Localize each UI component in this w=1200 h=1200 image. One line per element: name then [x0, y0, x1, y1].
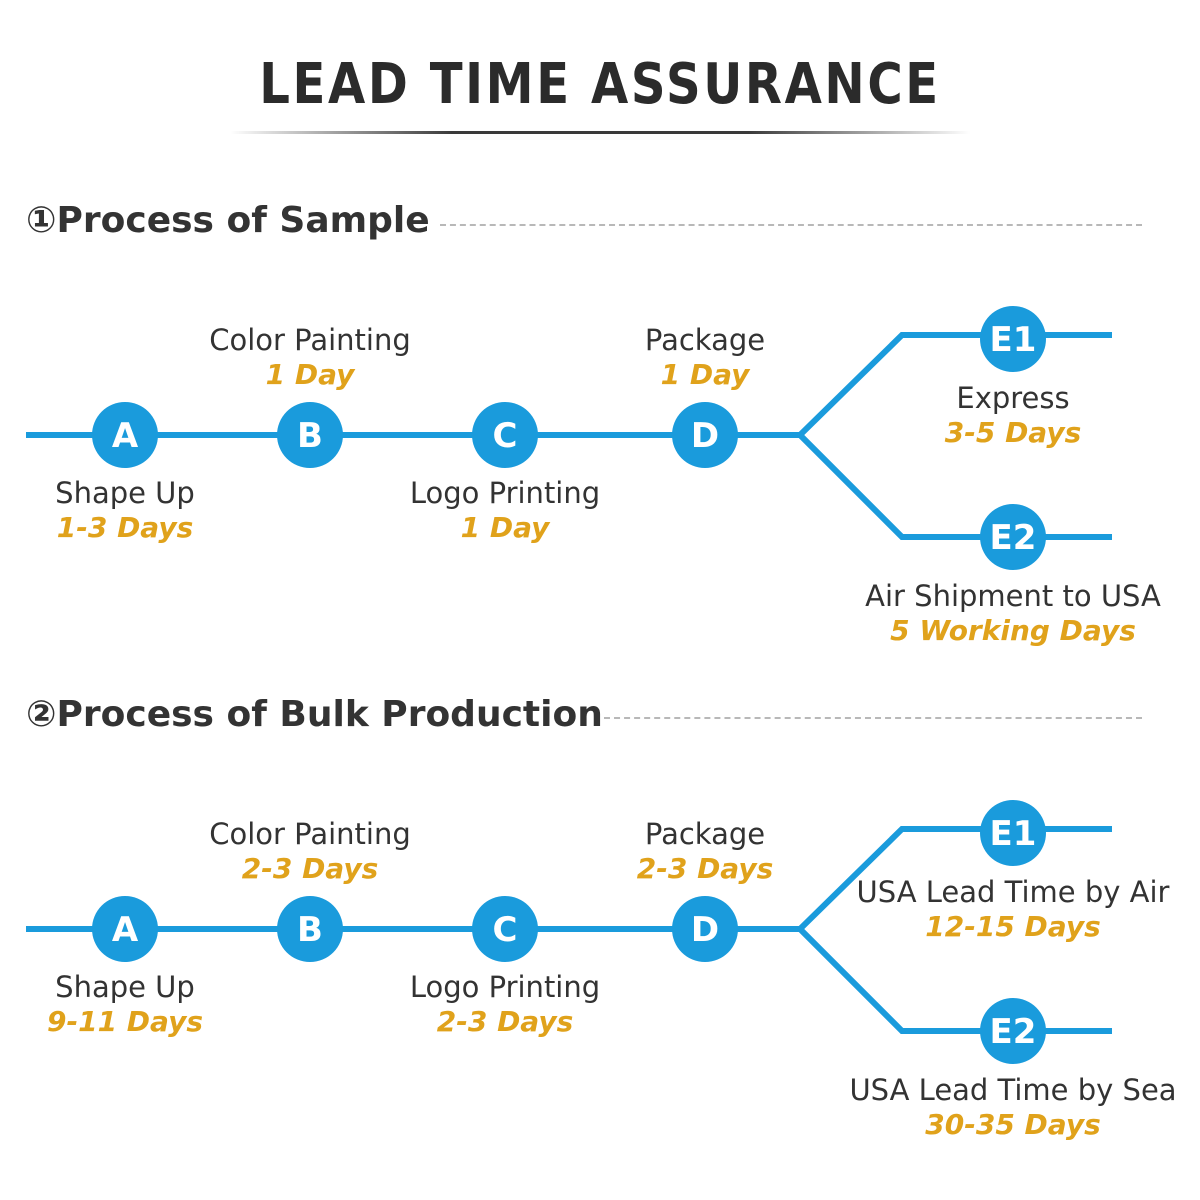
node-circle [980, 800, 1046, 866]
step-duration: 2-3 Days [637, 852, 774, 885]
sample-branch-e1: E1 Express 3-5 Days [945, 306, 1082, 449]
node-circle [980, 504, 1046, 570]
node-circle [672, 896, 738, 962]
bulk-step-b: B Color Painting 2-3 Days [209, 817, 411, 962]
bulk-step-a: A Shape Up 9-11 Days [47, 896, 203, 1038]
branch-label: USA Lead Time by Air [857, 875, 1170, 909]
branch-label: Air Shipment to USA [865, 579, 1161, 613]
branch-duration: 30-35 Days [925, 1108, 1101, 1141]
node-circle [980, 306, 1046, 372]
node-circle [92, 402, 158, 468]
page-title: LEAD TIME ASSURANCE [259, 52, 941, 117]
node-letter: B [297, 910, 323, 950]
node-circle [472, 896, 538, 962]
node-letter: C [493, 416, 518, 456]
section-heading-sample: ①Process of Sample [26, 200, 430, 241]
sample-branch-e2: E2 Air Shipment to USA 5 Working Days [865, 504, 1161, 647]
branch-duration: 3-5 Days [945, 416, 1082, 449]
node-letter: D [691, 416, 719, 456]
node-letter: C [493, 910, 518, 950]
branch-duration: 5 Working Days [890, 614, 1136, 647]
step-label: Shape Up [55, 970, 195, 1004]
section-divider-sample [440, 224, 1142, 226]
bulk-flow-diagram: A Shape Up 9-11 Days B Color Painting 2-… [26, 800, 1177, 1141]
node-circle [672, 402, 738, 468]
step-duration: 2-3 Days [242, 852, 379, 885]
step-duration: 1 Day [661, 358, 752, 391]
node-letter: E1 [990, 320, 1037, 360]
section-heading-bulk: ②Process of Bulk Production [26, 694, 603, 735]
bulk-branch-e1: E1 USA Lead Time by Air 12-15 Days [857, 800, 1170, 943]
sample-step-d: D Package 1 Day [645, 323, 765, 468]
node-letter: E1 [990, 814, 1037, 854]
node-circle [277, 896, 343, 962]
node-circle [472, 402, 538, 468]
sample-step-b: B Color Painting 1 Day [209, 323, 411, 468]
step-duration: 9-11 Days [47, 1005, 203, 1038]
step-label: Package [645, 817, 765, 851]
step-label: Logo Printing [410, 970, 600, 1004]
sample-step-a: A Shape Up 1-3 Days [55, 402, 195, 544]
node-letter: B [297, 416, 323, 456]
node-letter: A [112, 416, 139, 456]
section-divider-bulk [604, 717, 1142, 719]
step-label: Color Painting [209, 323, 411, 357]
step-label: Color Painting [209, 817, 411, 851]
node-circle [277, 402, 343, 468]
node-letter: E2 [990, 1012, 1037, 1052]
bulk-step-d: D Package 2-3 Days [637, 817, 774, 962]
branch-duration: 12-15 Days [925, 910, 1101, 943]
step-duration: 2-3 Days [437, 1005, 574, 1038]
step-label: Logo Printing [410, 476, 600, 510]
step-duration: 1-3 Days [57, 511, 194, 544]
branch-label: Express [956, 381, 1069, 415]
sample-step-c: C Logo Printing 1 Day [410, 402, 600, 544]
bulk-branch-line-e2 [797, 926, 1112, 1034]
bulk-branch-e2: E2 USA Lead Time by Sea 30-35 Days [849, 998, 1177, 1141]
step-duration: 1 Day [461, 511, 552, 544]
title-divider [230, 131, 970, 134]
node-circle [980, 998, 1046, 1064]
step-duration: 1 Day [266, 358, 357, 391]
bulk-step-c: C Logo Printing 2-3 Days [410, 896, 600, 1038]
branch-label: USA Lead Time by Sea [849, 1073, 1176, 1107]
node-letter: A [112, 910, 139, 950]
node-letter: D [691, 910, 719, 950]
step-label: Package [645, 323, 765, 357]
node-circle [92, 896, 158, 962]
step-label: Shape Up [55, 476, 195, 510]
sample-branch-line-e2 [797, 432, 1112, 540]
node-letter: E2 [990, 518, 1037, 558]
sample-flow-diagram: A Shape Up 1-3 Days B Color Painting 1 D… [26, 306, 1161, 647]
